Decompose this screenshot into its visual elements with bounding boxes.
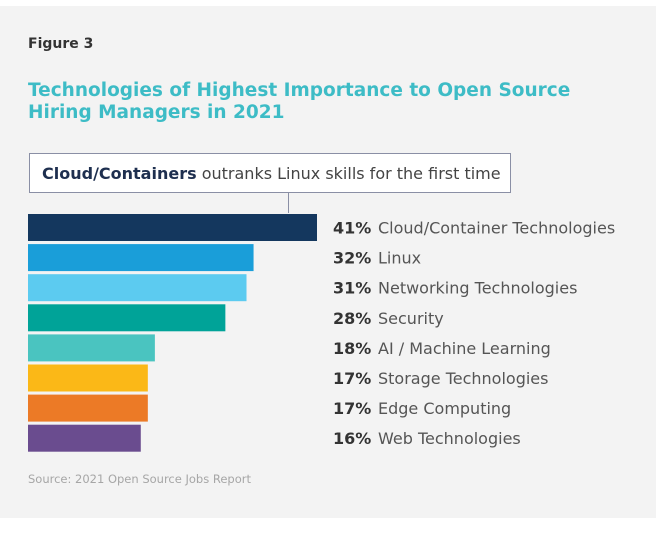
bar-value-label: 18% bbox=[333, 339, 371, 358]
bar-3 bbox=[28, 274, 247, 302]
bar-category-label: Security bbox=[378, 309, 444, 328]
bar-value-label: 28% bbox=[333, 309, 371, 328]
bar-category-label: AI / Machine Learning bbox=[378, 339, 551, 358]
bar-value-label: 17% bbox=[333, 369, 371, 388]
bar-category-label: Storage Technologies bbox=[378, 369, 548, 388]
callout-box: Cloud/Containers outranks Linux skills f… bbox=[29, 153, 511, 193]
bar-2 bbox=[28, 244, 254, 272]
callout-text: outranks Linux skills for the first time bbox=[196, 163, 501, 183]
bar-category-label: Linux bbox=[378, 249, 421, 268]
bar-value-label: 41% bbox=[333, 219, 371, 238]
bar-6 bbox=[28, 364, 148, 392]
bar-4 bbox=[28, 304, 226, 332]
bar-1 bbox=[28, 214, 317, 241]
bar-value-label: 31% bbox=[333, 279, 371, 298]
bar-category-label: Cloud/Container Technologies bbox=[378, 219, 615, 238]
bar-value-label: 17% bbox=[333, 399, 371, 418]
bar-8 bbox=[28, 424, 141, 452]
callout-connector bbox=[288, 193, 289, 213]
chart-title: Technologies of Highest Importance to Op… bbox=[28, 80, 571, 123]
bar-7 bbox=[28, 394, 148, 422]
figure-label: Figure 3 bbox=[28, 36, 94, 52]
callout-highlight: Cloud/Containers bbox=[42, 163, 197, 183]
source-note: Source: 2021 Open Source Jobs Report bbox=[28, 472, 251, 486]
bar-category-label: Edge Computing bbox=[378, 399, 511, 418]
bar-category-label: Networking Technologies bbox=[378, 279, 577, 298]
bar-5 bbox=[28, 334, 155, 362]
bar-value-label: 16% bbox=[333, 429, 371, 448]
bar-value-label: 32% bbox=[333, 249, 371, 268]
bar-category-label: Web Technologies bbox=[378, 429, 521, 448]
